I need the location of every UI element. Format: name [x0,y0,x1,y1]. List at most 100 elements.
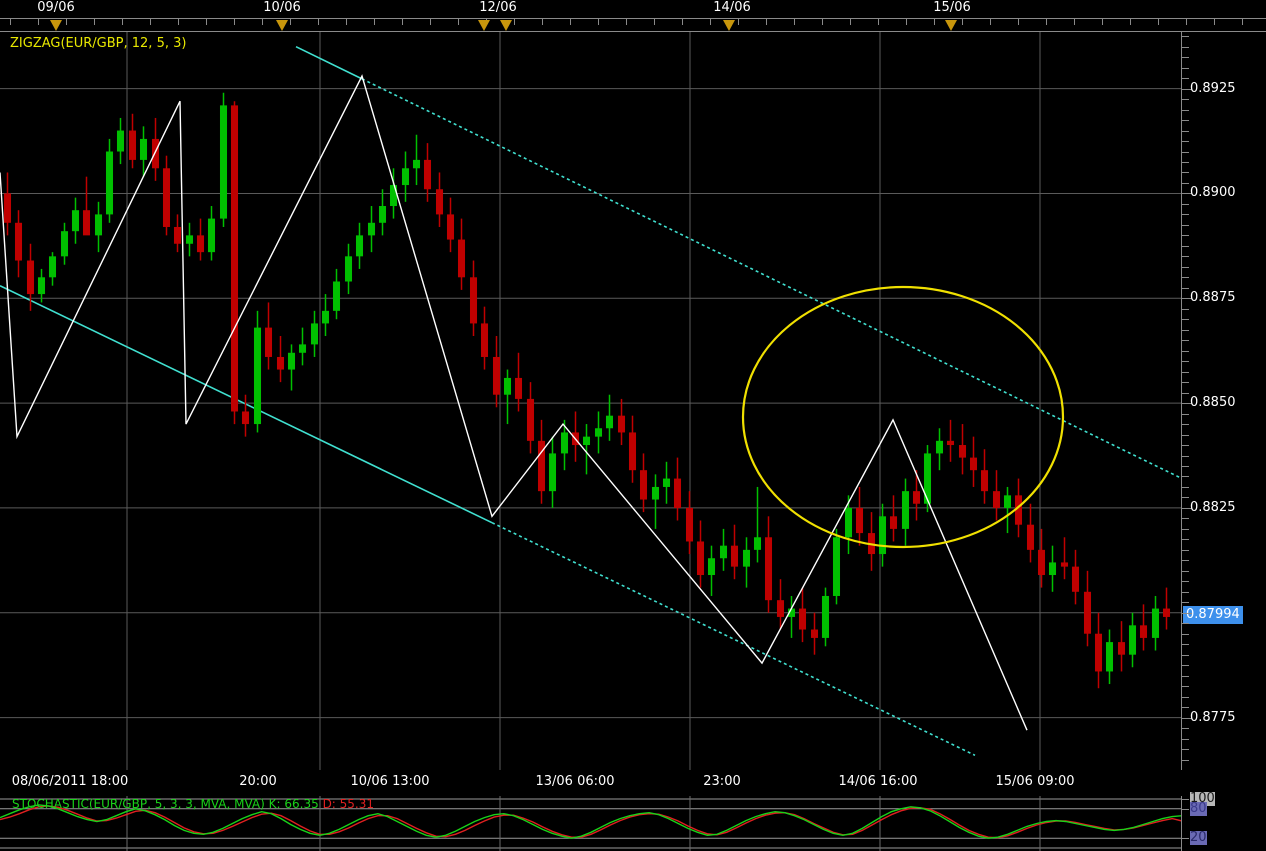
price-minor-tick [1182,266,1189,268]
ruler-tick [598,19,599,25]
time-axis-label: 08/06/2011 18:00 [11,774,129,789]
stochastic-scale-tick [1182,808,1189,810]
ruler-tick [402,19,403,25]
price-minor-tick [1182,497,1189,499]
price-minor-tick [1182,36,1189,38]
price-minor-tick [1182,696,1189,698]
ruler-tick [1102,19,1103,25]
stochastic-title: STOCHASTIC(EUR/GBP, 5, 3, 3, MVA, MVA) [12,797,265,811]
price-minor-tick [1182,602,1189,604]
price-minor-tick [1182,728,1189,730]
date-marker-icon[interactable] [50,20,62,31]
price-minor-tick [1182,424,1189,426]
stochastic-canvas [0,796,1181,851]
price-minor-tick [1182,298,1189,300]
ruler-tick [822,19,823,25]
ruler-tick [206,19,207,25]
price-minor-tick [1182,224,1189,226]
price-minor-tick [1182,361,1189,363]
price-minor-tick [1182,46,1189,48]
date-marker-icon[interactable] [276,20,288,31]
ruler-tick [514,19,515,25]
ruler-tick [430,19,431,25]
date-marker-icon[interactable] [723,20,735,31]
price-minor-tick [1182,686,1189,688]
ruler-tick [150,19,151,25]
ruler-tick [10,19,11,25]
ruler-tick [1046,19,1047,25]
price-minor-tick [1182,612,1189,614]
price-minor-tick [1182,340,1189,342]
price-minor-tick [1182,214,1189,216]
price-minor-tick [1182,203,1189,205]
ruler-tick [990,19,991,25]
ruler-tick [122,19,123,25]
price-minor-tick [1182,539,1189,541]
price-axis[interactable]: 0.87994 0.8925 0.8900 0.8875 0.8850 0.8825 0.… [1182,32,1266,771]
date-marker-icon[interactable] [500,20,512,31]
price-minor-tick [1182,88,1189,90]
time-axis-label: 20:00 [239,774,277,789]
ruler-tick [962,19,963,25]
price-minor-tick [1182,382,1189,384]
price-minor-tick [1182,738,1189,740]
time-axis-label: 13/06 06:00 [535,774,615,789]
price-axis-label: 0.8825 [1190,499,1236,515]
date-marker-icon[interactable] [945,20,957,31]
stochastic-scale-label: 20 [1190,830,1207,846]
top-date-label: 12/06 [479,0,517,15]
ruler-tick [1018,19,1019,25]
price-minor-tick [1182,67,1189,69]
ruler-tick [1074,19,1075,25]
ruler-tick [570,19,571,25]
ruler-tick [906,19,907,25]
price-minor-tick [1182,633,1189,635]
price-axis-label: 0.8850 [1190,395,1236,411]
ruler-tick [682,19,683,25]
price-minor-tick [1182,235,1189,237]
time-axis[interactable]: 08/06/2011 18:00 20:00 10/06 13:00 13/06 06… [0,770,1266,796]
top-date-label: 10/06 [263,0,301,15]
time-axis-label: 10/06 13:00 [350,774,430,789]
price-minor-tick [1182,445,1189,447]
time-axis-label: 23:00 [703,774,741,789]
ruler-tick [850,19,851,25]
top-date-label: 15/06 [933,0,971,15]
price-minor-tick [1182,549,1189,551]
ruler-tick [318,19,319,25]
date-marker-icon[interactable] [478,20,490,31]
stochastic-d-value: D: 55.31 [322,797,375,811]
price-minor-tick [1182,245,1189,247]
price-minor-tick [1182,78,1189,80]
price-minor-tick [1182,392,1189,394]
price-minor-tick [1182,623,1189,625]
price-minor-tick [1182,759,1189,761]
top-date-ruler[interactable] [0,18,1266,32]
top-date-ruler-labels: 09/06 10/06 12/06 14/06 15/06 [0,0,1266,18]
price-axis-label: 0.8775 [1190,709,1236,725]
price-minor-tick [1182,581,1189,583]
price-chart-canvas [0,32,1181,770]
ruler-tick [794,19,795,25]
price-axis-label: 0.8900 [1190,185,1236,201]
price-chart-panel[interactable]: ZIGZAG(EUR/GBP, 12, 5, 3) [0,32,1182,770]
stochastic-scale-tick [1182,799,1189,800]
stochastic-scale-tick [1182,838,1189,840]
ruler-tick [178,19,179,25]
ruler-tick [654,19,655,25]
ruler-tick [1214,19,1215,25]
price-minor-tick [1182,319,1189,321]
ruler-tick [374,19,375,25]
ruler-tick [878,19,879,25]
ruler-tick [710,19,711,25]
price-minor-tick [1182,371,1189,373]
price-minor-tick [1182,287,1189,289]
price-minor-tick [1182,141,1189,143]
price-minor-tick [1182,151,1189,153]
ruler-tick [262,19,263,25]
ruler-tick [1130,19,1131,25]
ruler-tick [1242,19,1243,25]
price-minor-tick [1182,465,1189,467]
stochastic-indicator-panel[interactable]: STOCHASTIC(EUR/GBP, 5, 3, 3, MVA, MVA) K… [0,796,1182,851]
ruler-tick [1186,19,1187,25]
